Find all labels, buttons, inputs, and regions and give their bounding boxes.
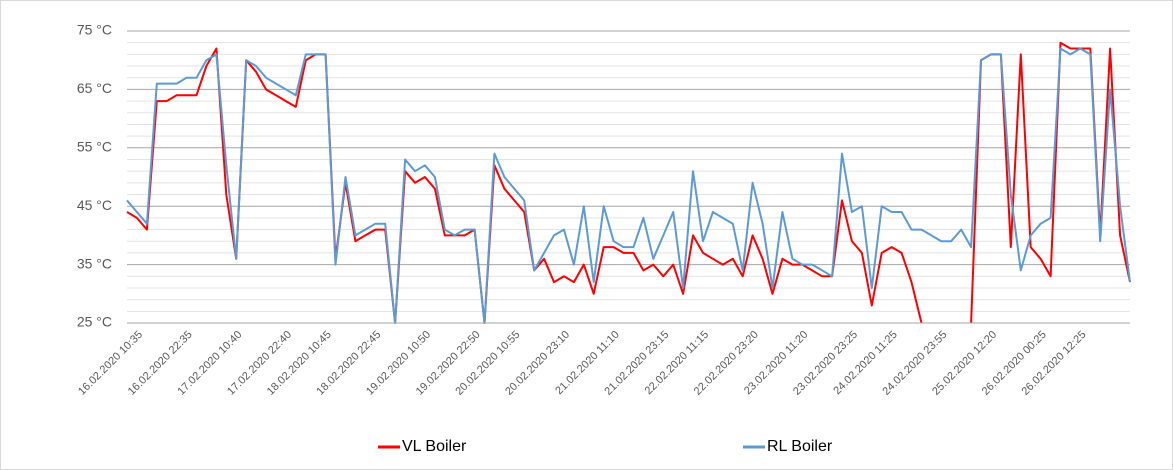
legend-label: VL Boiler — [402, 438, 467, 455]
y-tick-label: 55 °C — [77, 139, 112, 155]
y-tick-label: 75 °C — [77, 22, 112, 38]
y-tick-label: 25 °C — [77, 314, 112, 330]
y-tick-label: 45 °C — [77, 197, 112, 213]
legend-label: RL Boiler — [767, 438, 833, 455]
y-tick-label: 65 °C — [77, 80, 112, 96]
series-line — [126, 47, 1131, 324]
y-tick-label: 35 °C — [77, 255, 112, 271]
